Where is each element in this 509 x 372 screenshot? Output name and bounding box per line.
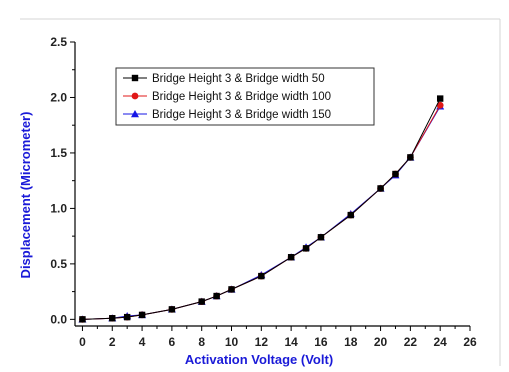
data-point — [168, 306, 176, 313]
data-point — [287, 254, 295, 261]
y-tick-label: 0.0 — [50, 312, 67, 326]
legend-box — [115, 67, 375, 126]
data-point — [123, 313, 131, 321]
x-tick-label: 12 — [255, 335, 269, 349]
legend-entry: Bridge Height 3 & Bridge width 150 — [123, 109, 331, 121]
legend-label: Bridge Height 3 & Bridge width 50 — [152, 73, 325, 85]
y-tick-label: 2.5 — [50, 35, 67, 49]
data-point — [302, 245, 310, 252]
x-tick-label: 22 — [404, 335, 418, 349]
legend-label: Bridge Height 3 & Bridge width 100 — [152, 91, 331, 103]
x-tick-label: 26 — [463, 335, 477, 349]
data-point — [436, 101, 444, 109]
data-point — [392, 170, 399, 178]
data-point — [79, 316, 86, 323]
data-point — [407, 154, 414, 161]
legend-entry: Bridge Height 3 & Bridge width 100 — [123, 91, 331, 103]
x-tick-label: 4 — [139, 335, 146, 349]
data-point — [138, 311, 146, 319]
legend-marker — [131, 92, 139, 100]
data-point — [109, 315, 116, 322]
data-point — [228, 286, 235, 293]
data-point — [258, 272, 265, 280]
data-point — [347, 211, 354, 219]
series-layer — [78, 95, 445, 323]
data-point — [317, 234, 325, 241]
y-axis-title: Displacement (Micrometer) — [18, 112, 33, 279]
x-tick-label: 0 — [79, 335, 86, 349]
x-tick-label: 18 — [344, 335, 358, 349]
series-1 — [79, 95, 444, 323]
axes: 0 2 4 6 8 10 12 14 16 18 20 22 24 260.00.51.01.52.02.… — [50, 35, 477, 349]
x-tick-label: 2 — [109, 335, 116, 349]
y-tick-label: 1.5 — [50, 146, 67, 160]
y-tick-label: 0.5 — [50, 257, 67, 271]
x-axis-title: Activation Voltage (Volt) — [185, 352, 333, 367]
y-tick-label: 2.0 — [50, 90, 67, 104]
x-tick-label: 14 — [284, 335, 298, 349]
legend-marker — [131, 74, 139, 82]
data-point — [213, 292, 220, 300]
data-point — [198, 298, 205, 305]
x-tick-label: 16 — [314, 335, 328, 349]
y-tick-label: 1.0 — [50, 201, 67, 215]
x-tick-label: 24 — [434, 335, 448, 349]
legend: Bridge Height 3 & Bridge width 50 Bridge … — [115, 67, 375, 126]
legend-marker — [131, 110, 139, 118]
data-point — [436, 95, 444, 102]
x-tick-label: 8 — [198, 335, 205, 349]
x-tick-label: 10 — [225, 335, 239, 349]
x-tick-label: 6 — [169, 335, 176, 349]
data-point — [377, 185, 384, 192]
legend-entry: Bridge Height 3 & Bridge width 50 — [123, 73, 325, 85]
x-tick-label: 20 — [374, 335, 388, 349]
legend-label: Bridge Height 3 & Bridge width 150 — [152, 109, 331, 121]
